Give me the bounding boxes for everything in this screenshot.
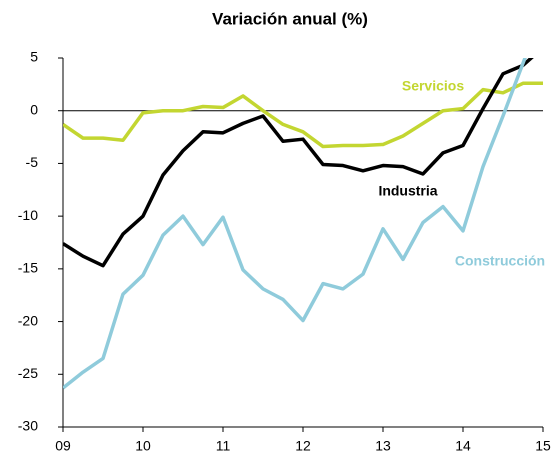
y-tick-label: -25 xyxy=(18,365,38,381)
y-tick-label: 5 xyxy=(30,49,38,65)
y-tick-label: -30 xyxy=(18,418,38,434)
x-tick-label: 13 xyxy=(375,438,391,454)
y-tick-label: -5 xyxy=(26,154,39,170)
y-tick-label: -20 xyxy=(18,312,38,328)
x-tick-label: 09 xyxy=(55,438,71,454)
y-tick-label: 0 xyxy=(30,101,38,117)
series-label: Construcción xyxy=(455,253,545,269)
x-tick-label: 12 xyxy=(295,438,311,454)
series-label: Industria xyxy=(378,183,437,199)
x-tick-label: 11 xyxy=(216,438,231,454)
series-line xyxy=(63,81,543,149)
series-line xyxy=(63,58,534,268)
series-line xyxy=(63,58,527,390)
y-tick-label: -10 xyxy=(18,207,38,223)
y-tick-label: -15 xyxy=(18,260,38,276)
x-tick-label: 15 xyxy=(535,438,551,454)
x-tick-label: 14 xyxy=(455,438,471,454)
series-label: Servicios xyxy=(402,78,464,94)
chart-title: Variación anual (%) xyxy=(212,9,368,28)
x-tick-label: 10 xyxy=(135,438,151,454)
